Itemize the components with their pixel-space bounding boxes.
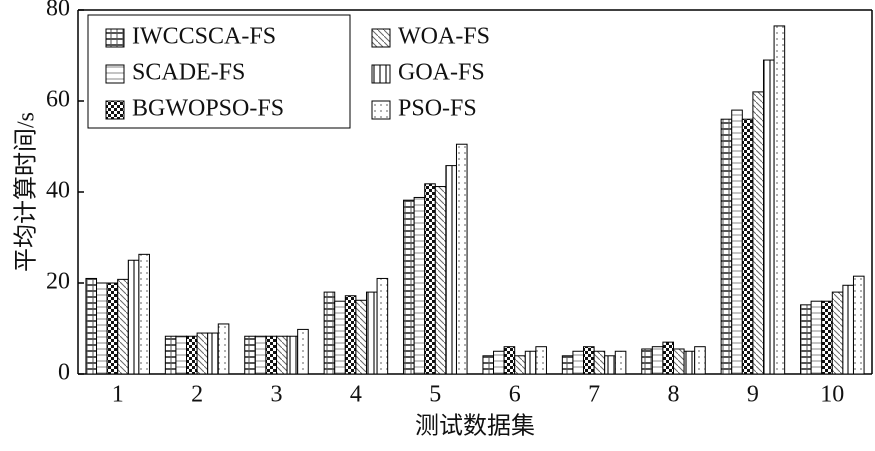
bar	[413, 196, 426, 375]
x-tick-label: 6	[509, 382, 521, 408]
y-tick-label: 40	[46, 178, 70, 204]
x-tick-label: 1	[112, 382, 124, 408]
legend-swatch	[105, 28, 125, 48]
bar	[604, 355, 616, 375]
bar	[424, 183, 436, 375]
bar	[196, 332, 209, 375]
bar	[773, 25, 786, 375]
legend-swatch	[371, 64, 391, 84]
legend-label: GOA-FS	[398, 60, 485, 86]
bar	[85, 277, 98, 375]
bar	[265, 335, 277, 375]
bar	[334, 300, 346, 375]
bar	[365, 291, 378, 375]
bar	[403, 199, 415, 375]
x-tick-label: 2	[191, 382, 203, 408]
bar	[821, 300, 833, 375]
bar	[561, 355, 574, 375]
bar	[164, 335, 177, 375]
bar	[503, 346, 516, 375]
bar	[641, 348, 653, 375]
bar	[217, 323, 230, 375]
bar	[741, 118, 754, 375]
bar	[752, 91, 764, 375]
y-tick-label: 20	[46, 269, 70, 295]
bar	[344, 295, 357, 375]
bar	[842, 284, 854, 375]
bar	[662, 341, 674, 375]
legend-swatch	[371, 100, 391, 120]
legend-label: SCADE-FS	[132, 60, 245, 86]
bar	[572, 350, 585, 375]
bar	[720, 118, 733, 375]
legend-swatch	[371, 28, 391, 48]
x-tick-label: 9	[747, 382, 759, 408]
bar	[651, 346, 664, 375]
bar	[244, 335, 256, 375]
bar	[276, 335, 288, 375]
bar	[355, 299, 367, 375]
bar	[762, 59, 775, 375]
y-tick-label: 80	[46, 0, 70, 22]
x-axis-label: 测试数据集	[415, 413, 535, 440]
legend-label: IWCCSCA-FS	[132, 24, 276, 50]
bar	[810, 300, 823, 375]
y-axis-label: 平均计算时间/s	[13, 112, 40, 272]
bar	[514, 355, 526, 375]
bar	[106, 282, 119, 375]
bar	[831, 291, 844, 375]
bar	[583, 346, 595, 375]
bar	[207, 332, 219, 375]
bar	[323, 291, 336, 375]
y-tick-label: 0	[58, 360, 70, 386]
x-tick-label: 3	[271, 382, 283, 408]
bar	[852, 275, 865, 375]
x-tick-label: 4	[350, 382, 362, 408]
legend-swatch	[105, 100, 125, 120]
bar	[455, 143, 468, 375]
bar	[286, 335, 299, 375]
bar	[614, 350, 627, 375]
x-tick-label: 8	[668, 382, 680, 408]
bar	[297, 328, 309, 375]
bar	[96, 282, 108, 375]
x-tick-label: 5	[429, 382, 441, 408]
bar	[445, 165, 457, 375]
bar	[673, 348, 685, 375]
bar	[593, 350, 606, 375]
bar	[493, 350, 505, 375]
legend-label: BGWOPSO-FS	[132, 96, 284, 122]
bar	[138, 253, 150, 375]
legend-label: PSO-FS	[398, 96, 477, 122]
legend-box	[87, 14, 351, 129]
bar	[376, 277, 389, 375]
bar	[694, 346, 706, 375]
legend-label: WOA-FS	[398, 24, 490, 50]
bar	[731, 109, 743, 375]
bar	[535, 346, 547, 375]
bar	[254, 335, 267, 375]
bar	[434, 186, 447, 375]
bar	[683, 350, 696, 375]
x-tick-label: 7	[588, 382, 600, 408]
bar	[482, 355, 495, 375]
x-tick-label: 10	[820, 382, 844, 408]
bar	[117, 278, 129, 375]
bar	[800, 304, 812, 375]
y-tick-label: 60	[46, 87, 70, 113]
bar	[186, 335, 198, 375]
bar	[524, 350, 537, 375]
bar	[127, 259, 140, 375]
bar	[175, 335, 188, 375]
legend-swatch	[105, 64, 125, 84]
